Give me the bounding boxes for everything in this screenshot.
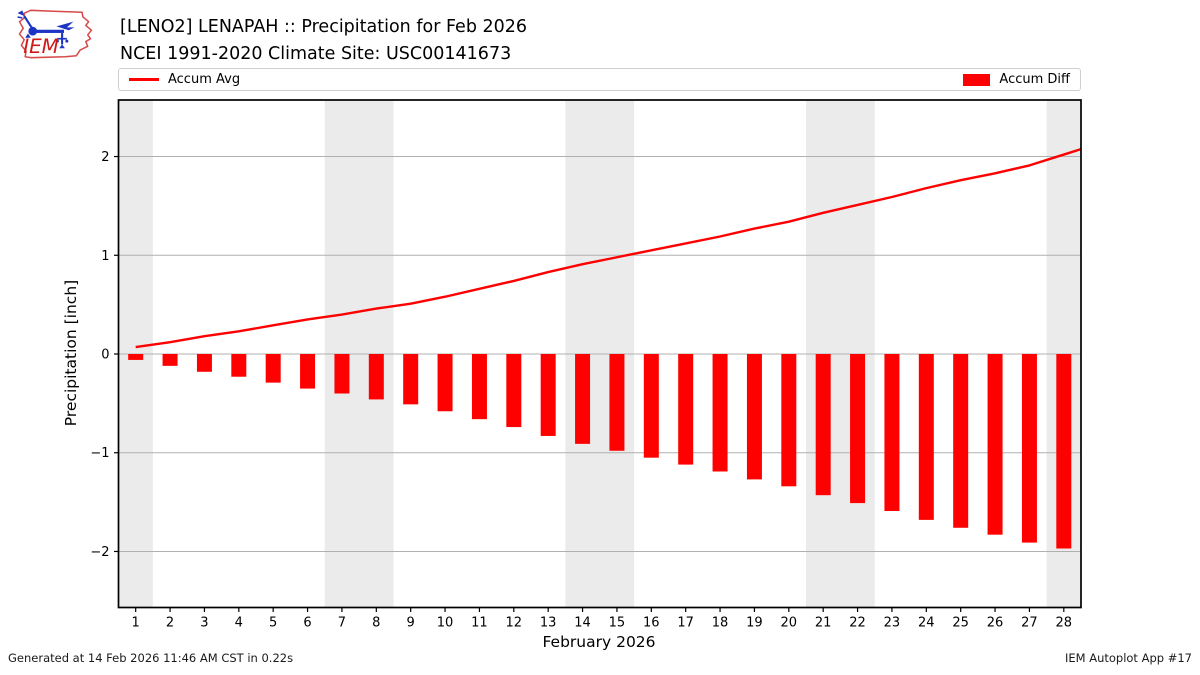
svg-text:20: 20	[781, 616, 798, 631]
legend-item-accum-diff: Accum Diff	[963, 72, 1070, 87]
diff-bar-day-16	[643, 354, 659, 458]
diff-bar-day-23	[884, 354, 900, 511]
svg-text:0: 0	[101, 348, 109, 363]
svg-text:22: 22	[849, 616, 866, 631]
iem-logo: IEM	[17, 9, 93, 59]
svg-text:7: 7	[338, 616, 346, 631]
svg-text:−1: −1	[90, 446, 109, 461]
diff-bar-day-21	[815, 354, 831, 496]
diff-bar-day-15	[609, 354, 625, 451]
svg-text:9: 9	[407, 616, 415, 631]
legend-item-accum-avg: Accum Avg	[129, 72, 240, 87]
accum-avg-label: Accum Avg	[168, 72, 241, 87]
svg-text:2: 2	[166, 616, 174, 631]
svg-text:1: 1	[101, 249, 109, 264]
svg-text:2: 2	[101, 150, 109, 165]
svg-text:24: 24	[918, 616, 935, 631]
accum-diff-bars	[128, 354, 1072, 549]
svg-text:12: 12	[506, 616, 523, 631]
diff-bar-day-3	[196, 354, 212, 372]
svg-text:13: 13	[540, 616, 557, 631]
diff-bar-day-24	[918, 354, 934, 520]
y-axis-label: Precipitation [inch]	[62, 279, 80, 427]
svg-text:28: 28	[1056, 616, 1073, 631]
diff-bar-day-26	[987, 354, 1003, 535]
iem-logo-text: IEM	[23, 35, 59, 58]
x-axis-ticks: 1 2 3 4 5 6 7 8 9 10 11 12 13 14 15 16 17 18 19 20 21 22 23 24 2…	[132, 607, 1073, 631]
diff-bar-day-11	[471, 354, 487, 420]
svg-text:25: 25	[952, 616, 969, 631]
chart-subtitle: NCEI 1991-2020 Climate Site: USC00141673	[120, 44, 512, 64]
diff-bar-day-8	[368, 354, 384, 400]
svg-text:26: 26	[987, 616, 1004, 631]
y-axis-ticks: −2 −1 0 1 2	[90, 150, 119, 560]
svg-text:14: 14	[574, 616, 591, 631]
accum-diff-label: Accum Diff	[999, 72, 1070, 87]
weather-vane-icon	[17, 10, 75, 49]
diff-bar-day-5	[265, 354, 281, 383]
accum-avg-line-swatch	[129, 78, 159, 81]
x-axis-label: February 2026	[542, 633, 656, 651]
diff-bar-day-7	[334, 354, 350, 394]
svg-text:15: 15	[609, 616, 626, 631]
svg-text:17: 17	[677, 616, 694, 631]
diff-bar-day-1	[128, 354, 144, 360]
accum-avg-line	[135, 147, 1082, 349]
diff-bar-day-10	[437, 354, 453, 412]
diff-bar-day-17	[678, 354, 694, 465]
diff-bar-day-28	[1056, 354, 1072, 549]
diff-bar-day-9	[403, 354, 419, 405]
svg-text:10: 10	[437, 616, 454, 631]
diff-bar-day-19	[746, 354, 762, 480]
diff-bar-day-22	[850, 354, 866, 504]
generated-timestamp: Generated at 14 Feb 2026 11:46 AM CST in…	[8, 651, 294, 665]
autoplot-app-credit: IEM Autoplot App #17	[1064, 651, 1192, 665]
chart-title: [LENO2] LENAPAH :: Precipitation for Feb…	[120, 17, 528, 37]
svg-text:6: 6	[303, 616, 311, 631]
chart-title-block: [LENO2] LENAPAH :: Precipitation for Feb…	[120, 14, 527, 68]
diff-bar-day-4	[231, 354, 247, 377]
diff-bar-day-14	[575, 354, 591, 444]
diff-bar-day-2	[162, 354, 178, 366]
legend: Accum Avg Accum Diff	[118, 68, 1081, 91]
svg-text:23: 23	[884, 616, 901, 631]
svg-text:18: 18	[712, 616, 729, 631]
svg-text:16: 16	[643, 616, 660, 631]
diff-bar-day-18	[712, 354, 728, 472]
diff-bar-day-20	[781, 354, 797, 487]
diff-bar-day-12	[506, 354, 522, 428]
svg-text:27: 27	[1021, 616, 1038, 631]
diff-bar-day-25	[953, 354, 969, 528]
svg-text:11: 11	[471, 616, 488, 631]
svg-text:21: 21	[815, 616, 832, 631]
svg-text:8: 8	[372, 616, 380, 631]
svg-text:4: 4	[235, 616, 243, 631]
svg-text:19: 19	[746, 616, 763, 631]
svg-text:−2: −2	[90, 545, 109, 560]
svg-text:5: 5	[269, 616, 277, 631]
iowa-outline	[18, 9, 93, 59]
accum-diff-bar-swatch	[963, 73, 991, 86]
diff-bar-day-13	[540, 354, 556, 436]
diff-bar-day-6	[300, 354, 316, 389]
diff-bar-day-27	[1021, 354, 1037, 543]
svg-text:1: 1	[132, 616, 140, 631]
svg-text:3: 3	[200, 616, 208, 631]
